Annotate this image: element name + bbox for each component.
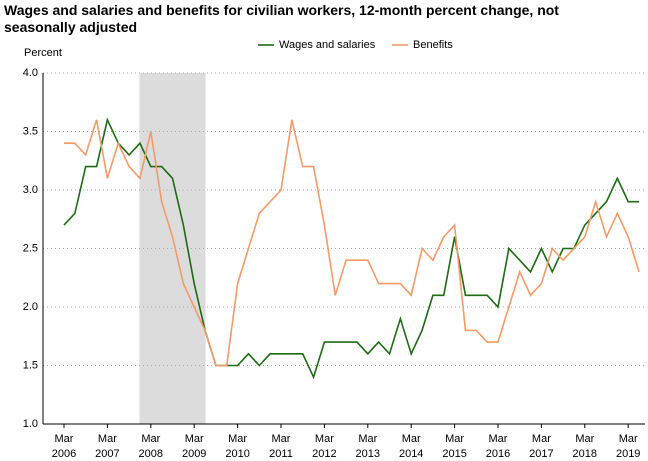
x-tick-label: Mar 2012	[312, 433, 336, 460]
x-tick-label: Mar 2010	[225, 433, 249, 460]
x-tick-label: Mar 2016	[486, 433, 510, 460]
x-tick-label: Mar 2013	[356, 433, 380, 460]
series-line	[64, 119, 640, 367]
x-tick-label: Mar 2008	[139, 433, 163, 460]
x-tick-label: Mar 2015	[442, 433, 466, 460]
y-axis-label: Percent	[24, 47, 62, 59]
y-tick-label: 3.5	[23, 125, 38, 137]
x-tick-label: Mar 2011	[269, 433, 293, 460]
y-tick-label: 2.0	[23, 301, 38, 313]
x-tick-label: Mar 2018	[573, 433, 597, 460]
legend-label: Wages and salaries	[279, 39, 376, 51]
x-tick-label: Mar 2007	[95, 433, 119, 460]
series-line	[63, 117, 640, 380]
x-tick-label: Mar 2019	[616, 433, 640, 460]
y-tick-label: 1.5	[23, 359, 38, 371]
chart-title: Wages and salaries and benefits for civi…	[4, 2, 559, 35]
legend-label: Benefits	[413, 39, 453, 51]
y-tick-label: 3.0	[23, 184, 38, 196]
x-tick-label: Mar 2014	[399, 433, 423, 460]
x-tick-label: Mar 2009	[182, 433, 206, 460]
y-tick-label: 1.0	[23, 418, 38, 430]
y-tick-label: 2.5	[23, 242, 38, 254]
x-tick-label: Mar 2017	[529, 433, 553, 460]
x-tick-label: Mar 2006	[52, 433, 76, 460]
y-tick-label: 4.0	[23, 67, 38, 79]
